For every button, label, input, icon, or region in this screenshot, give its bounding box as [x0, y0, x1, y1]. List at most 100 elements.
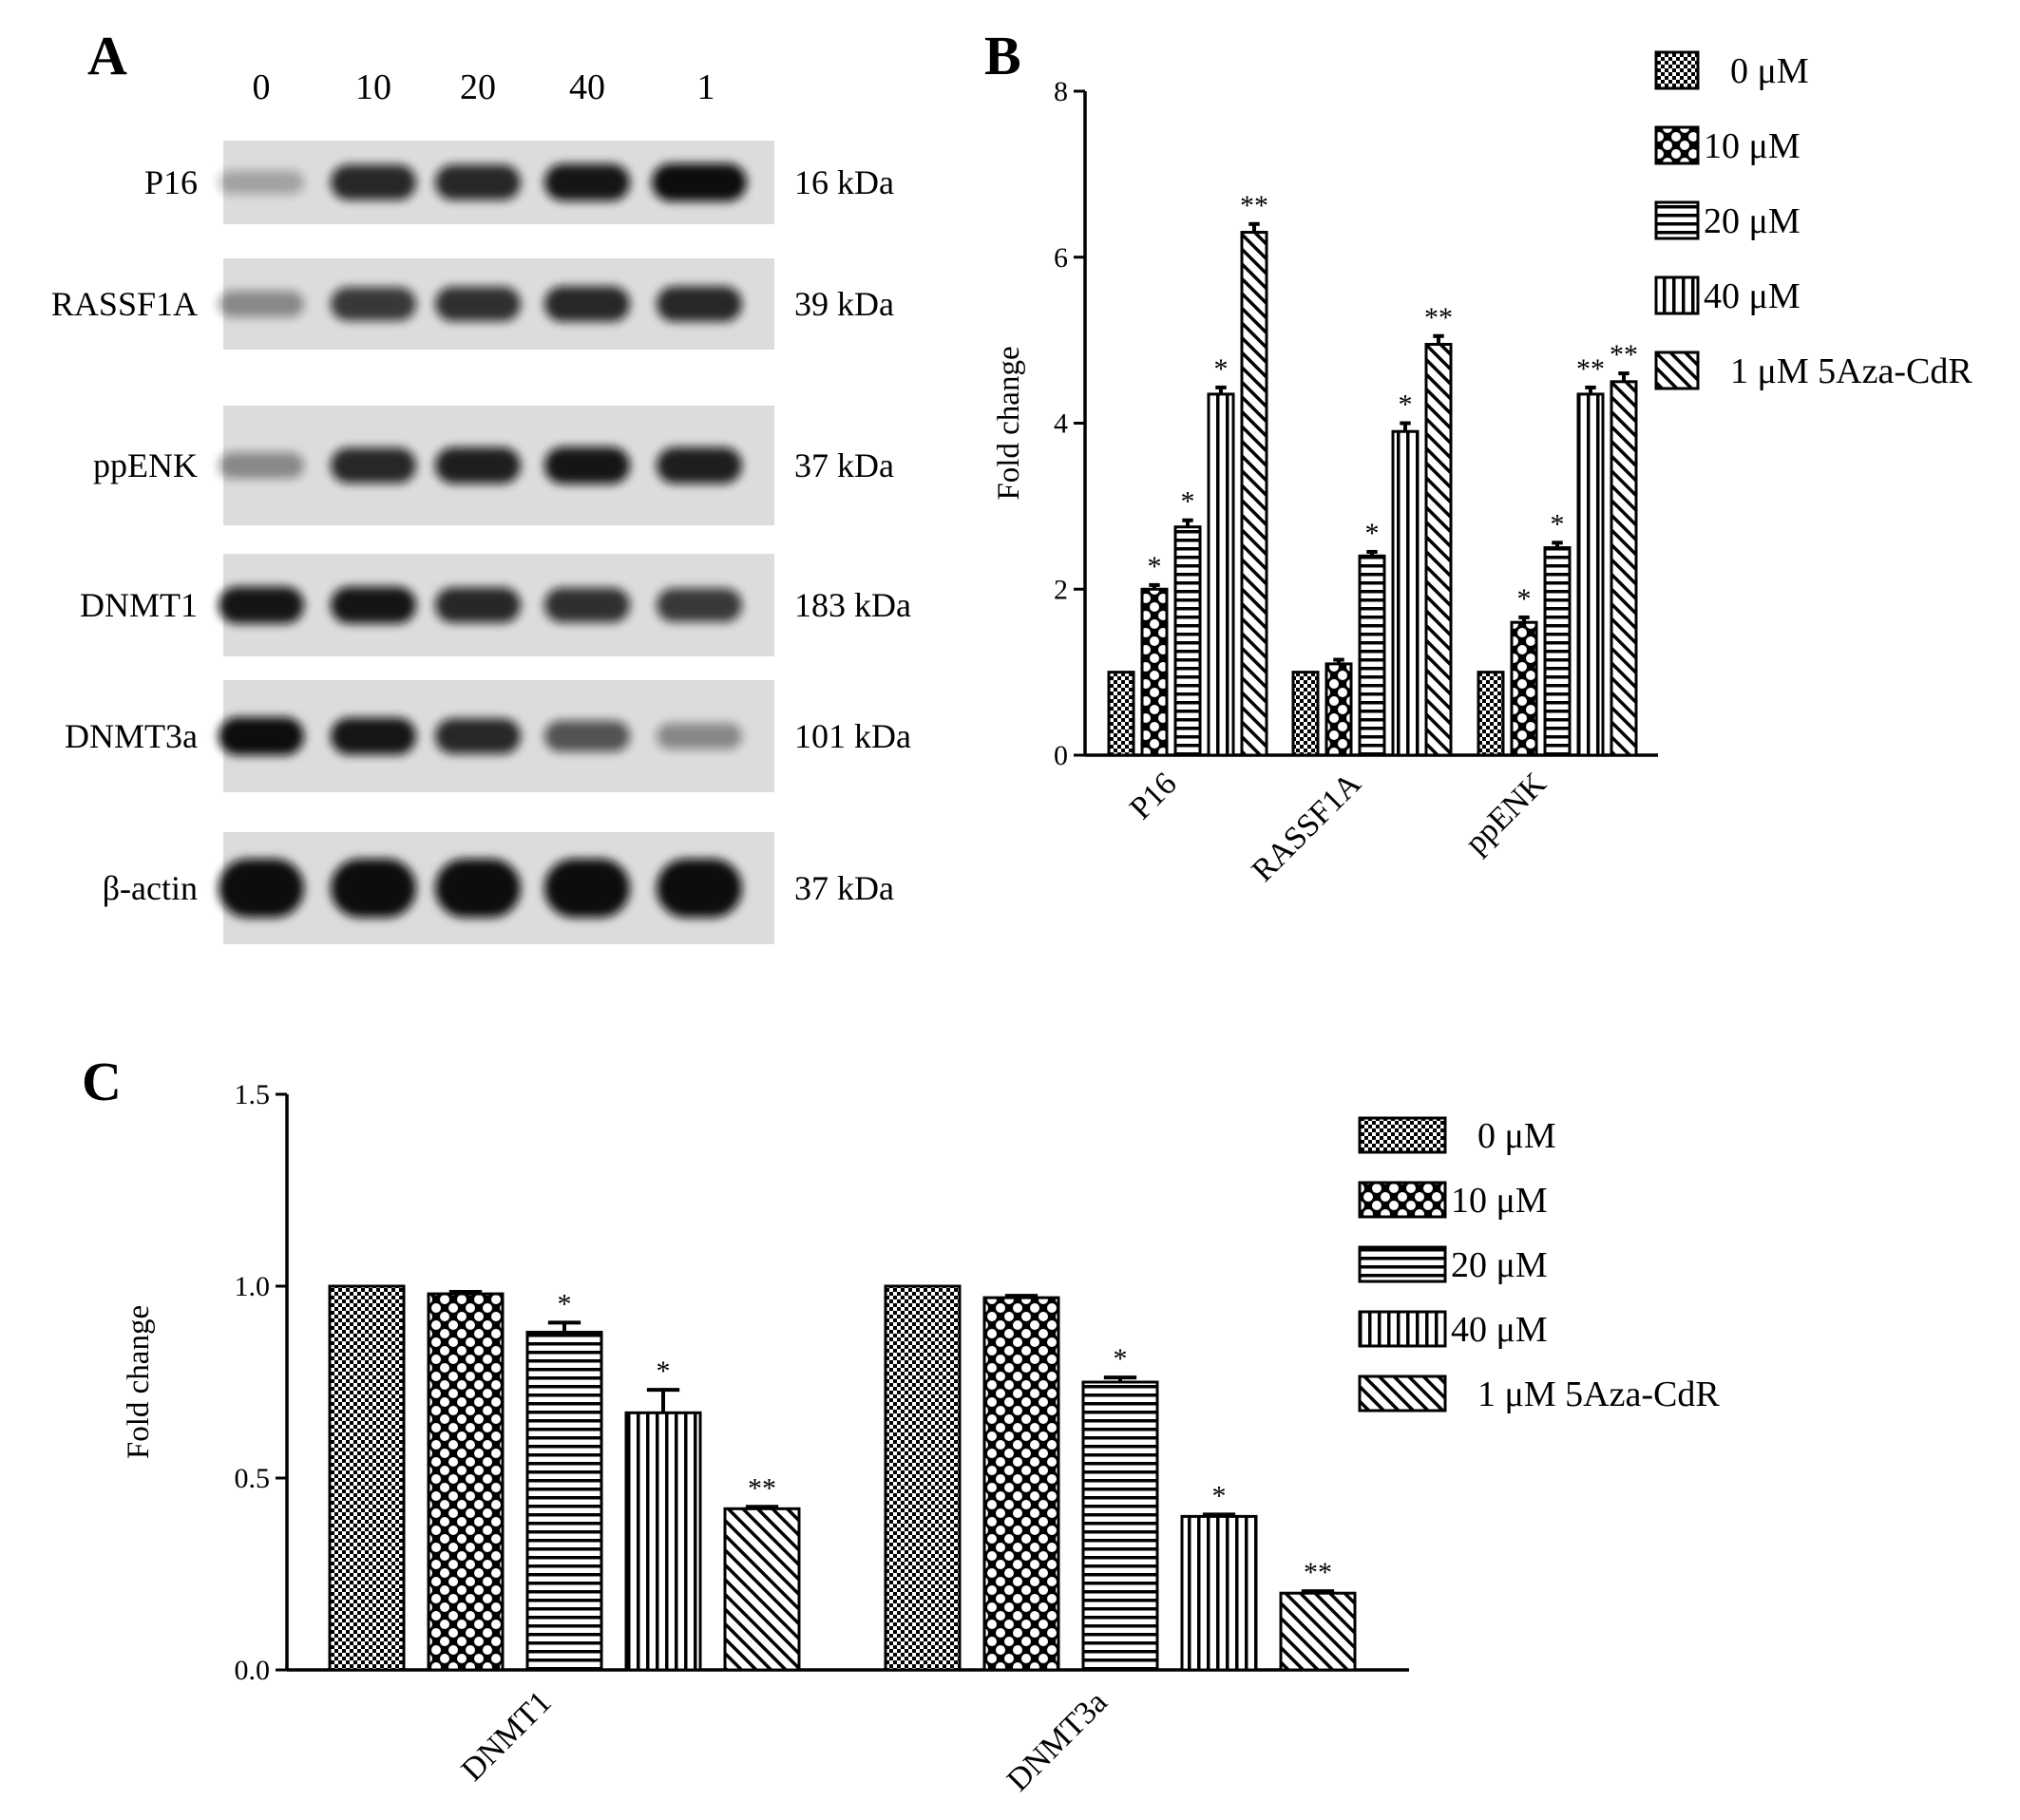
bar: [1081, 1380, 1159, 1672]
blot-band: [331, 859, 416, 918]
blot-band: [544, 587, 630, 623]
blot-band: [331, 164, 416, 200]
significance-marker: **: [748, 1472, 776, 1504]
legend-swatch: [1358, 1310, 1447, 1348]
blot-band: [657, 286, 742, 322]
blot-band: [657, 446, 742, 484]
bar: [1424, 342, 1453, 757]
blot-band: [435, 164, 521, 200]
y-tick-label: 1.5: [235, 1079, 271, 1110]
lane-label: 10: [355, 67, 391, 107]
blot-band: [219, 586, 304, 624]
legend-label: 20 μM: [1704, 201, 1801, 241]
bar: [1173, 525, 1202, 757]
legend-label: 10 μM: [1451, 1181, 1548, 1221]
blot-band: [544, 163, 630, 201]
bar: [525, 1330, 603, 1672]
blot-band: [331, 586, 416, 624]
significance-marker: **: [1424, 302, 1453, 333]
legend-swatch: [1358, 1245, 1447, 1283]
blot-size-label: 183 kDa: [794, 586, 911, 624]
significance-marker: *: [1399, 389, 1413, 421]
y-axis-title: Fold change: [122, 1305, 156, 1459]
blot-size-label: 16 kDa: [794, 163, 894, 201]
blot-band: [435, 286, 521, 322]
blot-protein-label: DNMT3a: [65, 717, 198, 755]
category-label: P16: [1123, 766, 1184, 826]
legend-label: 10 μM: [1704, 126, 1801, 166]
category-label: DNMT1: [455, 1684, 559, 1788]
bar: [1107, 671, 1135, 757]
blot-band: [435, 446, 521, 484]
blot-size-label: 39 kDa: [794, 285, 894, 323]
bar: [328, 1284, 406, 1672]
blot-protein-label: β-actin: [103, 869, 198, 907]
legend-label: 40 μM: [1451, 1310, 1548, 1350]
y-tick-label: 0.5: [235, 1463, 271, 1494]
legend-swatch: [1358, 1116, 1447, 1154]
blot-protein-label: P16: [144, 163, 198, 201]
bar: [1510, 620, 1538, 757]
significance-marker: *: [558, 1288, 572, 1319]
y-tick-label: 4: [1054, 408, 1068, 440]
lane-label: 1: [697, 67, 715, 107]
y-tick-label: 1.0: [235, 1271, 271, 1302]
significance-marker: **: [1240, 190, 1268, 221]
bar: [1140, 587, 1169, 757]
bar: [1240, 231, 1268, 757]
blot-band: [435, 859, 521, 918]
blot-size-label: 37 kDa: [794, 446, 894, 484]
bar: [1207, 392, 1235, 757]
lane-label: 0: [253, 67, 271, 107]
blot-band: [544, 446, 630, 484]
bar: [1358, 554, 1386, 757]
blot-protein-label: RASSF1A: [51, 285, 198, 323]
blot-band: [544, 859, 630, 918]
blot-band: [435, 718, 521, 754]
bar: [1291, 671, 1320, 757]
blot-band: [657, 588, 742, 622]
significance-marker: *: [1365, 518, 1380, 549]
legend-label: 1 μM 5Aza-CdR: [1477, 1374, 1720, 1414]
legend-swatch: [1358, 1181, 1447, 1219]
blot-band: [652, 163, 747, 201]
blot-band: [331, 447, 416, 483]
western-blot-panel: 0 10 20 40 1 P16 16 kDa RASSF1A 39 kDa ppENK 37 kD…: [51, 67, 911, 944]
y-tick-label: 2: [1054, 574, 1068, 605]
legend-swatch: [1654, 200, 1700, 240]
panel-c-letter: C: [82, 1051, 122, 1112]
legend-label: 20 μM: [1451, 1245, 1548, 1285]
legend-label: 1 μM 5Aza-CdR: [1730, 351, 1972, 391]
y-tick-label: 6: [1054, 242, 1068, 274]
blot-band: [219, 452, 304, 479]
significance-marker: *: [1517, 583, 1532, 615]
bar: [1543, 546, 1572, 757]
bar: [1477, 671, 1505, 757]
legend-swatch: [1654, 351, 1700, 390]
blot-band: [544, 720, 630, 752]
blot-band: [544, 286, 630, 322]
y-tick-label: 8: [1054, 76, 1068, 107]
legend-swatch: [1358, 1374, 1447, 1412]
significance-marker: *: [657, 1356, 671, 1387]
lane-label: 20: [460, 67, 496, 107]
bar: [982, 1296, 1060, 1672]
panel-b-letter: B: [984, 25, 1021, 86]
bar: [1180, 1514, 1258, 1672]
significance-marker: *: [1181, 486, 1195, 518]
legend-swatch: [1654, 275, 1700, 315]
significance-marker: *: [1212, 1480, 1227, 1511]
blot-protein-label: DNMT1: [80, 586, 198, 624]
blot-protein-label: ppENK: [93, 446, 198, 484]
blot-band: [435, 587, 521, 623]
blot-band: [331, 287, 416, 321]
y-tick-label: 0: [1054, 740, 1068, 771]
blot-size-label: 101 kDa: [794, 717, 911, 755]
y-tick-label: 0.0: [235, 1655, 271, 1686]
legend-label: 40 μM: [1704, 276, 1801, 316]
significance-marker: *: [1148, 551, 1162, 582]
bar: [723, 1507, 801, 1672]
bar: [1391, 429, 1420, 757]
